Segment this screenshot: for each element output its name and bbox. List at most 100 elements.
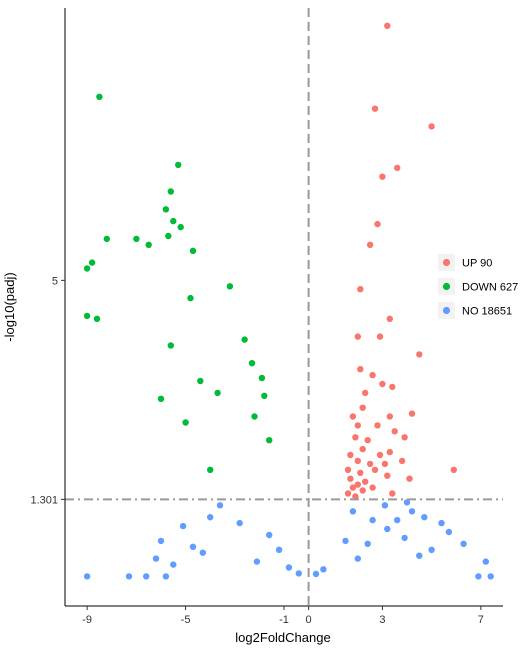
data-point	[295, 570, 302, 577]
data-point	[312, 570, 320, 578]
data-point	[157, 537, 165, 545]
data-point	[152, 555, 160, 562]
data-point	[179, 522, 187, 530]
data-point	[389, 490, 396, 497]
series-no	[83, 499, 494, 580]
data-point	[189, 543, 197, 550]
data-point	[354, 333, 361, 340]
data-point	[133, 235, 140, 243]
data-point	[189, 247, 197, 254]
data-point	[364, 437, 371, 444]
data-point	[357, 286, 364, 293]
data-point	[371, 105, 379, 112]
series-down	[83, 93, 273, 473]
data-point	[369, 484, 376, 491]
data-point	[88, 259, 96, 266]
data-point	[362, 478, 369, 485]
data-point	[352, 434, 359, 441]
data-point	[391, 428, 398, 435]
data-point	[165, 232, 172, 240]
data-point	[197, 377, 204, 385]
data-point	[357, 366, 364, 373]
reference-lines	[65, 8, 503, 606]
data-point	[253, 558, 261, 565]
data-point	[96, 93, 103, 101]
data-point	[266, 437, 273, 444]
data-point	[384, 22, 391, 29]
data-point	[354, 481, 361, 488]
legend-swatch	[442, 258, 451, 267]
data-point	[83, 312, 91, 320]
data-point	[381, 502, 389, 509]
data-point	[384, 525, 391, 533]
data-point	[359, 404, 366, 411]
data-point	[428, 546, 435, 553]
data-point	[394, 164, 401, 172]
data-point	[445, 528, 453, 536]
data-point	[258, 374, 266, 382]
data-point	[187, 294, 194, 302]
data-point	[394, 516, 401, 524]
data-point	[381, 460, 389, 468]
data-point	[342, 537, 349, 545]
data-point	[460, 540, 467, 547]
data-point	[369, 516, 376, 524]
data-point	[251, 413, 258, 420]
data-point	[354, 457, 361, 465]
data-point	[487, 573, 494, 580]
data-point	[403, 499, 411, 506]
data-point	[374, 422, 381, 429]
data-point	[386, 448, 393, 456]
data-point	[376, 451, 384, 459]
data-point	[145, 241, 152, 248]
data-point	[401, 434, 408, 441]
data-point	[344, 490, 352, 497]
data-point	[384, 472, 391, 479]
data-point	[379, 380, 386, 388]
data-point	[401, 534, 408, 542]
data-point	[369, 371, 376, 379]
legend-label: DOWN 627	[462, 282, 518, 294]
y-tick-label: 1.301	[30, 494, 58, 506]
data-point	[357, 469, 364, 476]
x-tick-label: -1	[279, 614, 289, 626]
data-point	[349, 413, 357, 420]
x-tick-label: -9	[82, 614, 92, 626]
data-point	[207, 514, 214, 521]
data-point	[83, 265, 91, 272]
data-point	[386, 315, 393, 322]
series-up	[344, 22, 457, 500]
data-point	[408, 508, 416, 515]
legend-swatch	[442, 306, 451, 315]
data-point	[438, 519, 445, 527]
data-point	[216, 502, 224, 509]
data-point	[241, 336, 248, 343]
data-point	[248, 360, 256, 367]
data-point	[125, 573, 133, 580]
data-point	[143, 573, 150, 580]
data-point	[182, 419, 189, 426]
data-point	[175, 161, 182, 169]
data-point	[366, 241, 374, 248]
data-point	[199, 549, 206, 556]
data-point	[93, 315, 101, 322]
legend-swatch	[442, 282, 451, 291]
data-point	[236, 519, 243, 527]
data-point	[359, 445, 366, 453]
data-point	[406, 475, 413, 482]
data-point	[398, 457, 406, 465]
data-point	[362, 389, 369, 397]
data-point	[261, 392, 268, 399]
data-point	[349, 508, 357, 515]
data-point	[177, 223, 184, 231]
data-point	[347, 475, 354, 482]
data-point	[386, 413, 393, 420]
data-point	[371, 466, 379, 473]
y-tick-label: 5	[52, 275, 58, 287]
data-point	[374, 220, 381, 228]
y-axis-title: -log10(padj)	[2, 272, 17, 341]
data-point	[226, 283, 234, 290]
data-point	[157, 395, 165, 402]
x-tick-label: 0	[306, 614, 312, 626]
